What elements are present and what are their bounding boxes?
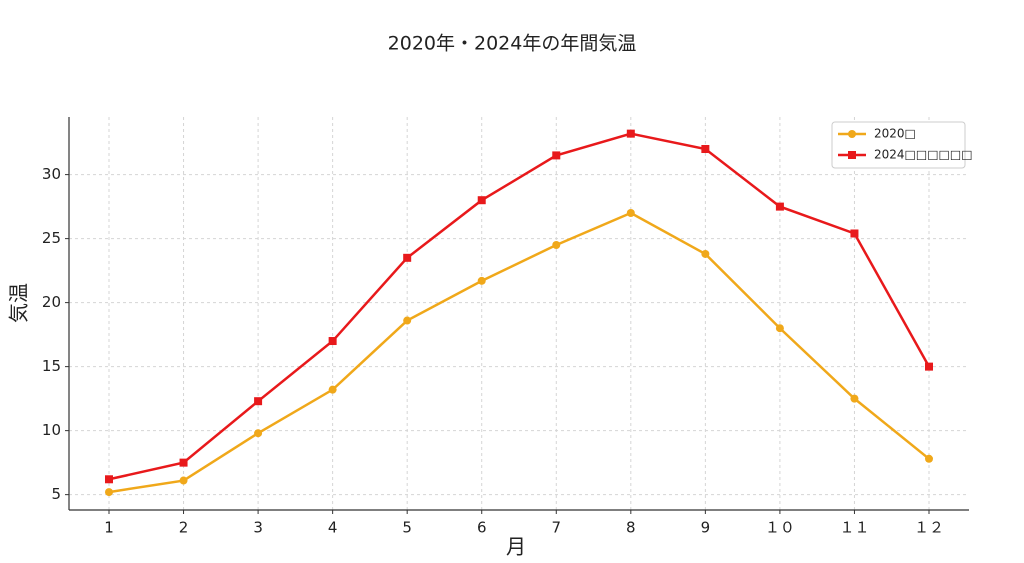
line bbox=[108, 132, 931, 481]
marker bbox=[626, 209, 635, 218]
line bbox=[108, 211, 930, 494]
legend-marker bbox=[848, 151, 856, 159]
marker bbox=[925, 454, 933, 463]
y-tick-label: 15 bbox=[42, 357, 61, 375]
marker bbox=[626, 129, 635, 138]
x-tick-label: １０ bbox=[765, 519, 795, 537]
marker bbox=[775, 324, 784, 333]
marker bbox=[105, 475, 113, 484]
marker bbox=[775, 202, 784, 211]
marker bbox=[105, 488, 113, 497]
legend-label: 2024□□□□□□ bbox=[874, 148, 973, 162]
x-tick-label: 1 bbox=[104, 519, 114, 537]
y-tick-label: 20 bbox=[42, 293, 61, 311]
grid bbox=[69, 117, 969, 510]
marker bbox=[850, 229, 859, 238]
y-tick-label: 5 bbox=[51, 485, 61, 503]
x-tick-label: １１ bbox=[839, 519, 869, 537]
legend-marker bbox=[848, 130, 856, 138]
marker bbox=[403, 316, 412, 325]
marker bbox=[552, 151, 561, 160]
marker bbox=[925, 362, 933, 371]
y-axis-label: 気温 bbox=[7, 283, 31, 323]
chart-title: 2020年・2024年の年間気温 bbox=[388, 33, 637, 55]
plot bbox=[105, 129, 933, 497]
x-tick-label: 8 bbox=[626, 519, 636, 537]
marker bbox=[254, 397, 263, 406]
x-tick-label: 4 bbox=[328, 519, 338, 537]
marker bbox=[477, 276, 486, 285]
x-tick-label: 9 bbox=[701, 519, 711, 537]
x-tick-label: 2 bbox=[179, 519, 189, 537]
marker bbox=[477, 196, 486, 205]
x-tick-label: 6 bbox=[477, 519, 487, 537]
marker bbox=[328, 337, 337, 346]
marker bbox=[850, 394, 859, 403]
marker bbox=[179, 476, 188, 485]
x-axis-label: 月 bbox=[506, 535, 526, 559]
x-tick-label: 3 bbox=[253, 519, 263, 537]
marker bbox=[403, 253, 412, 262]
marker bbox=[701, 249, 710, 258]
marker bbox=[328, 385, 337, 394]
x-tick-label: 5 bbox=[402, 519, 412, 537]
legend-label: 2020□ bbox=[874, 127, 916, 141]
y-tick-label: 10 bbox=[42, 421, 61, 439]
marker bbox=[179, 458, 188, 467]
marker bbox=[254, 429, 263, 438]
y-tick-label: 30 bbox=[42, 165, 61, 183]
x-tick-label: １２ bbox=[914, 519, 944, 537]
marker bbox=[552, 241, 561, 250]
x-tick-label: 7 bbox=[551, 519, 561, 537]
marker bbox=[701, 145, 710, 154]
y-tick-label: 25 bbox=[42, 229, 61, 247]
